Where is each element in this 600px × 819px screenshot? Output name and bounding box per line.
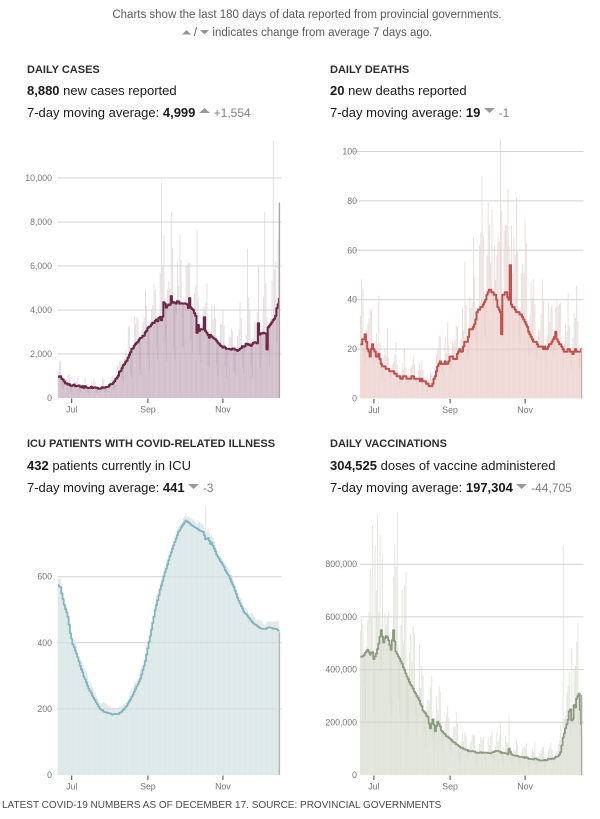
svg-text:Sep: Sep	[442, 405, 458, 415]
svg-text:20: 20	[347, 344, 357, 354]
svg-text:Jul: Jul	[66, 782, 77, 792]
svg-text:8,000: 8,000	[30, 217, 52, 227]
svg-text:400,000: 400,000	[325, 665, 357, 675]
svg-text:Sep: Sep	[140, 405, 156, 415]
svg-text:Sep: Sep	[140, 782, 156, 792]
svg-text:Jul: Jul	[368, 405, 379, 415]
svg-text:800,000: 800,000	[325, 559, 357, 569]
svg-text:Nov: Nov	[517, 405, 533, 415]
svg-text:600: 600	[37, 572, 52, 582]
svg-text:60: 60	[347, 245, 357, 255]
svg-text:0: 0	[47, 770, 52, 780]
svg-text:200,000: 200,000	[325, 717, 357, 727]
svg-text:40: 40	[347, 295, 357, 305]
svg-text:0: 0	[352, 770, 357, 780]
svg-text:0: 0	[352, 394, 357, 404]
svg-text:Jul: Jul	[368, 782, 379, 792]
svg-text:Nov: Nov	[517, 782, 533, 792]
svg-text:80: 80	[347, 196, 357, 206]
svg-text:6,000: 6,000	[30, 261, 52, 271]
svg-text:0: 0	[47, 393, 52, 403]
svg-text:Jul: Jul	[66, 405, 77, 415]
svg-text:600,000: 600,000	[325, 612, 357, 622]
svg-text:400: 400	[37, 638, 52, 648]
svg-text:100: 100	[342, 147, 357, 157]
svg-text:Sep: Sep	[442, 782, 458, 792]
svg-text:4,000: 4,000	[30, 305, 52, 315]
svg-text:200: 200	[37, 704, 52, 714]
svg-text:Nov: Nov	[215, 405, 231, 415]
svg-text:2,000: 2,000	[30, 349, 52, 359]
svg-text:Nov: Nov	[215, 782, 231, 792]
svg-text:10,000: 10,000	[25, 173, 52, 183]
